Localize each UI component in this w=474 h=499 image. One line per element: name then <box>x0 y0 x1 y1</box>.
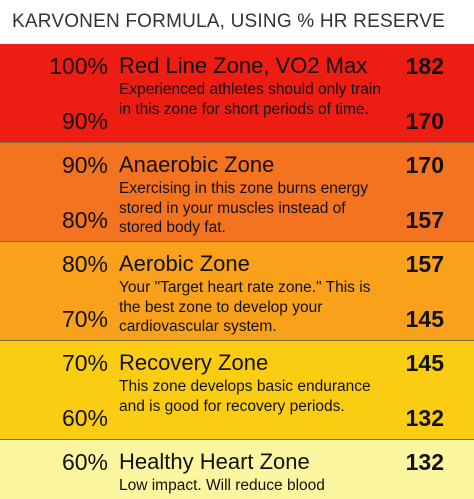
zone-title: Red Line Zone, VO2 Max <box>119 53 368 78</box>
zone-red-line: 100% Red Line Zone, VO2 Max Experienced … <box>0 44 474 143</box>
zone-bpm-lower: 157 <box>405 207 444 233</box>
zone-description: Your "Target heart rate zone." This is t… <box>119 279 371 335</box>
zone-bpm-upper: 132 <box>405 449 444 475</box>
page-title: KARVONEN FORMULA, USING % HR RESERVE <box>0 0 474 44</box>
zone-bpm-lower: 132 <box>405 405 444 431</box>
zone-percent-upper: 100% <box>49 53 108 79</box>
zone-percent-upper: 80% <box>61 251 108 277</box>
zone-healthy-heart: 60% Healthy Heart Zone Low impact. Will … <box>0 440 474 499</box>
zone-percent-upper: 90% <box>61 152 108 178</box>
zone-percent-lower: 60% <box>61 405 108 431</box>
zone-description: Low impact. Will reduce blood <box>119 477 325 494</box>
zone-description: Exercising in this zone burns energy sto… <box>119 180 368 236</box>
zone-bpm-upper: 182 <box>405 53 444 79</box>
zone-bpm-lower: 145 <box>405 306 444 332</box>
zone-recovery: 70% Recovery Zone This zone develops bas… <box>0 341 474 440</box>
zone-percent-lower: 70% <box>61 306 108 332</box>
zone-bpm-upper: 145 <box>405 350 444 376</box>
zone-bpm-lower: 170 <box>405 108 444 134</box>
zone-bpm-upper: 157 <box>405 251 444 277</box>
zone-title: Healthy Heart Zone <box>119 449 310 474</box>
zones-list: 100% Red Line Zone, VO2 Max Experienced … <box>0 44 474 499</box>
zone-percent-lower: 90% <box>61 108 108 134</box>
zone-percent-upper: 70% <box>61 350 108 376</box>
zone-title: Anaerobic Zone <box>119 152 275 177</box>
zone-title: Aerobic Zone <box>119 251 250 276</box>
zone-title: Recovery Zone <box>119 350 269 375</box>
zone-aerobic: 80% Aerobic Zone Your "Target heart rate… <box>0 242 474 341</box>
zone-anaerobic: 90% Anaerobic Zone Exercising in this zo… <box>0 143 474 242</box>
zone-percent-upper: 60% <box>61 449 108 475</box>
zone-description: This zone develops basic endurance and i… <box>119 378 371 415</box>
zone-percent-lower: 80% <box>61 207 108 233</box>
zone-bpm-upper: 170 <box>405 152 444 178</box>
zone-description: Experienced athletes should only train i… <box>119 81 381 118</box>
